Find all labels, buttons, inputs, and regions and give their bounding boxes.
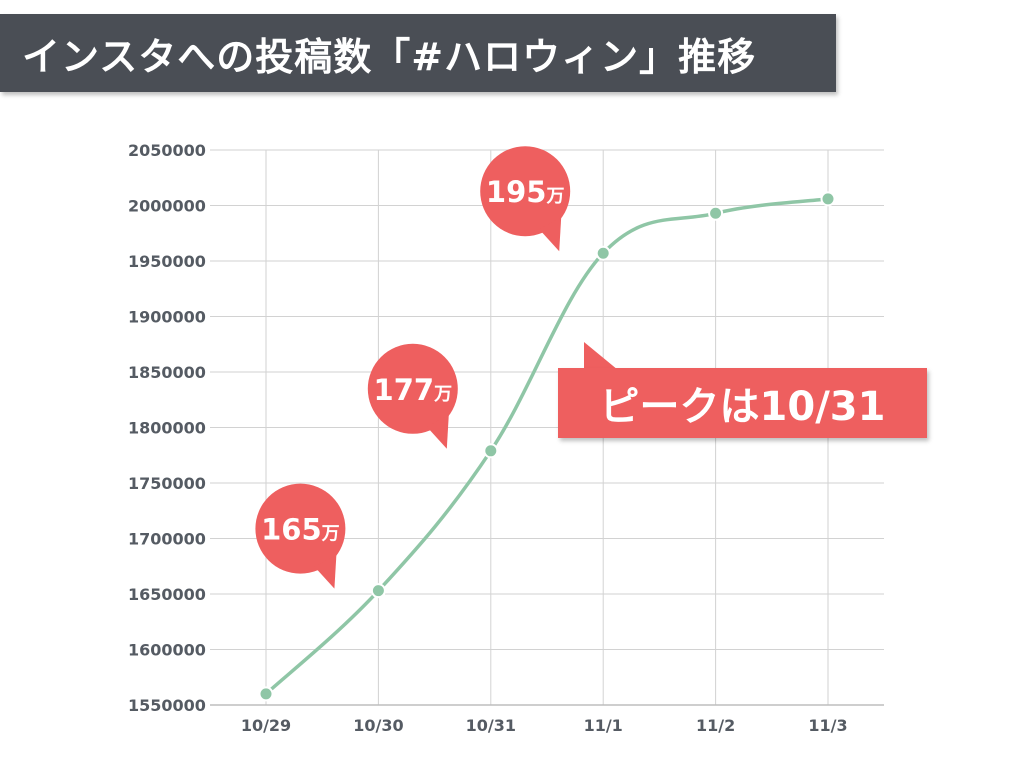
bubble-label: 195万 bbox=[486, 175, 565, 209]
value-bubble: 195万 bbox=[480, 146, 571, 252]
x-tick-label: 11/3 bbox=[808, 716, 847, 735]
bubble-label: 177万 bbox=[374, 373, 453, 407]
peak-callout: ピークは10/31 bbox=[558, 368, 927, 438]
y-tick-label: 1950000 bbox=[128, 252, 206, 271]
series-line bbox=[264, 197, 830, 696]
value-bubble: 177万 bbox=[367, 343, 458, 449]
peak-callout-text: ピークは10/31 bbox=[599, 384, 886, 430]
y-tick-label: 2050000 bbox=[128, 141, 206, 160]
x-tick-label: 11/2 bbox=[696, 716, 735, 735]
y-tick-label: 1850000 bbox=[128, 363, 206, 382]
y-tick-label: 1900000 bbox=[128, 308, 206, 327]
value-bubble: 165万 bbox=[255, 483, 346, 589]
page-title: インスタへの投稿数「#ハロウィン」推移 bbox=[22, 34, 757, 79]
peak-callout-tail bbox=[584, 342, 618, 370]
y-tick-label: 1550000 bbox=[128, 696, 206, 715]
x-tick-label: 10/29 bbox=[241, 716, 291, 735]
y-tick-label: 2000000 bbox=[128, 197, 206, 216]
data-point bbox=[258, 686, 274, 702]
x-tick-label: 10/31 bbox=[466, 716, 516, 735]
x-tick-label: 10/30 bbox=[353, 716, 403, 735]
data-point bbox=[708, 205, 724, 221]
y-tick-label: 1750000 bbox=[128, 474, 206, 493]
data-point bbox=[595, 245, 611, 261]
y-tick-label: 1800000 bbox=[128, 419, 206, 438]
data-point bbox=[820, 191, 836, 207]
y-tick-label: 1700000 bbox=[128, 530, 206, 549]
bubble-label: 165万 bbox=[261, 513, 340, 547]
x-tick-label: 11/1 bbox=[584, 716, 623, 735]
title-banner: インスタへの投稿数「#ハロウィン」推移 bbox=[0, 14, 836, 92]
data-point bbox=[370, 583, 386, 599]
y-tick-label: 1600000 bbox=[128, 641, 206, 660]
y-tick-label: 1650000 bbox=[128, 585, 206, 604]
data-point bbox=[483, 443, 499, 459]
